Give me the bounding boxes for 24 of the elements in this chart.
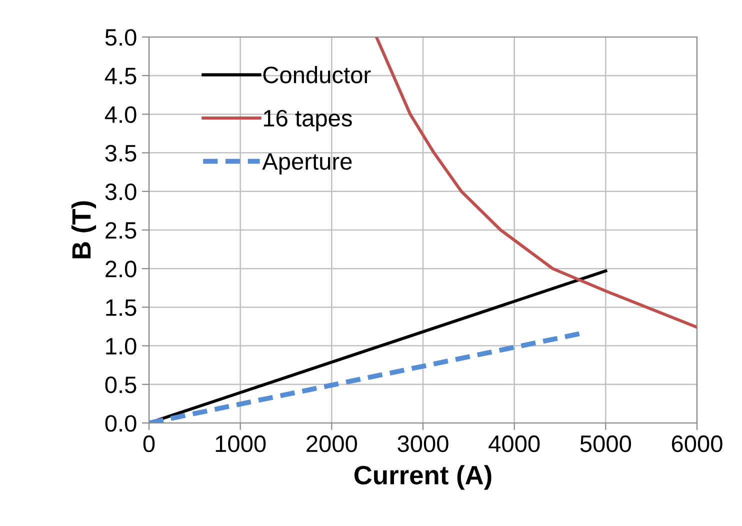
x-tick-label: 0 (143, 435, 155, 452)
y-tick-label: 1.5 (106, 300, 136, 316)
x-axis-title: Current (A) (354, 465, 492, 490)
x-tick-label: 6000 (672, 435, 722, 452)
y-tick-label: 5.0 (105, 29, 136, 46)
y-tick-label: 2.5 (106, 222, 136, 239)
y-tick-label: 2.0 (106, 260, 136, 278)
line-series (374, 37, 697, 329)
x-tick-label: 3000 (398, 435, 448, 452)
y-axis-title: B (T) (71, 201, 96, 258)
x-tick-label: 1000 (216, 435, 266, 452)
x-tick-label: 4000 (488, 435, 540, 452)
x-tick-label: 2000 (306, 435, 358, 452)
x-tick-label: 5000 (580, 435, 632, 452)
legend-label: Conductor (263, 66, 371, 84)
y-tick-label: 0.0 (105, 415, 136, 432)
y-tick-label: 4.0 (104, 106, 136, 123)
y-tick-label: 1.0 (106, 338, 136, 355)
y-tick-label: 0.5 (105, 376, 136, 394)
legend-label: 16 tapes (264, 110, 352, 132)
y-tick-label: 3.5 (105, 144, 136, 162)
legend-label: Aperture (262, 153, 352, 174)
y-tick-label: 4.5 (104, 68, 136, 84)
y-tick-label: 3.0 (105, 183, 136, 200)
